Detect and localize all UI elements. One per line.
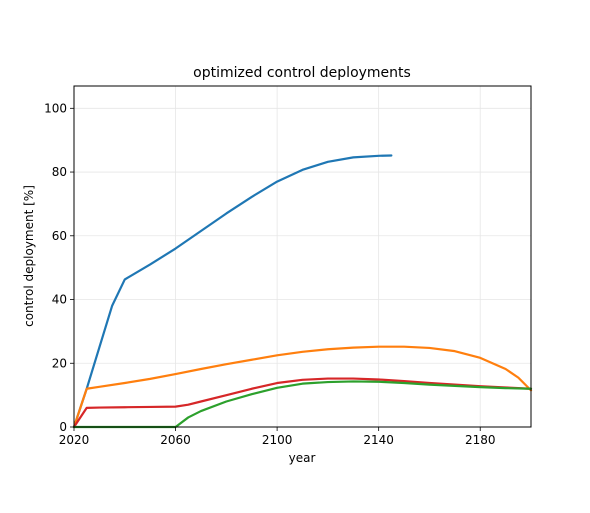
series-line-3	[72, 377, 533, 429]
x-tick-label: 2140	[363, 433, 394, 447]
x-tick-label: 2180	[465, 433, 496, 447]
x-ticks: 2020 2060 2100 2140 2180	[59, 427, 496, 447]
y-tick-label: 100	[44, 101, 67, 115]
y-tick-label: 0	[59, 420, 67, 434]
series-line-1	[72, 154, 393, 429]
y-axis-label: control deployment [%]	[22, 185, 36, 327]
y-tick-label: 40	[52, 293, 67, 307]
x-tick-label: 2020	[59, 433, 90, 447]
y-tick-label: 80	[52, 165, 67, 179]
series-group	[72, 154, 533, 429]
grid	[73, 86, 531, 428]
chart-title: optimized control deployments	[193, 65, 411, 81]
series-line-2	[72, 345, 533, 429]
x-tick-label: 2060	[160, 433, 191, 447]
y-tick-label: 60	[52, 229, 67, 243]
plot-frame	[73, 85, 532, 428]
x-axis-label: year	[289, 451, 316, 465]
x-tick-label: 2100	[262, 433, 293, 447]
y-tick-label: 20	[52, 356, 67, 370]
y-ticks: 0 20 40 60 80 100	[44, 101, 74, 434]
